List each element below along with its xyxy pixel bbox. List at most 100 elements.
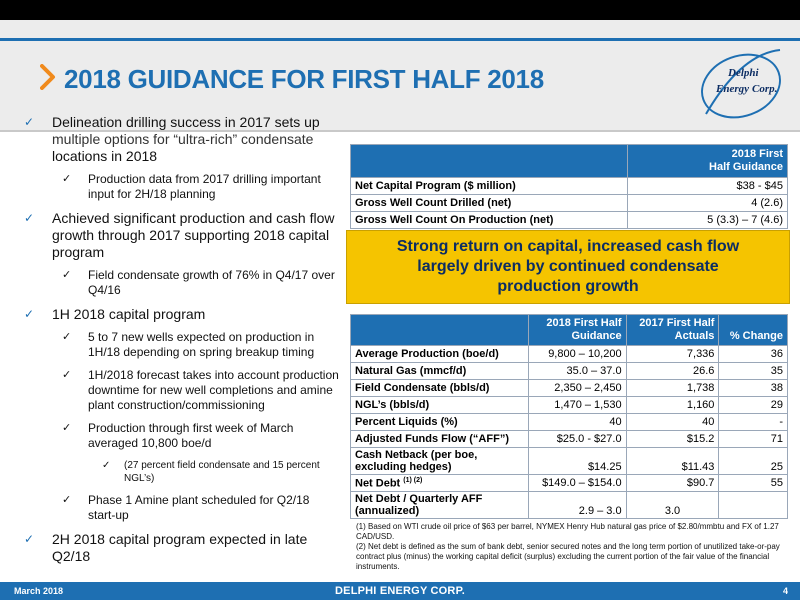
bullet-list: ✓ Delineation drilling success in 2017 s…: [24, 114, 340, 572]
table-cell: $149.0 – $154.0: [528, 474, 627, 492]
table-cell: 38: [718, 379, 788, 397]
table-row: Field Condensate (bbls/d) 2,350 – 2,450 …: [350, 379, 788, 397]
header-divider: [0, 130, 800, 132]
table-header-cell: % Change: [718, 314, 788, 346]
table-cell: $15.2: [625, 430, 720, 448]
comparison-table: 2018 First Half Guidance 2017 First Half A…: [350, 314, 788, 519]
table-header-cell: 2017 First Half Actuals: [625, 314, 720, 346]
table-cell: $14.25: [528, 447, 627, 475]
table-cell: 1,738: [625, 379, 720, 397]
check-icon: ✓: [62, 331, 72, 343]
table-row: Natural Gas (mmcf/d) 35.0 – 37.0 26.6 35: [350, 362, 788, 380]
table-header-cell: [350, 314, 529, 346]
table-cell: 1,470 – 1,530: [528, 396, 627, 414]
footnote-1: (1) Based on WTI crude oil price of $63 …: [356, 522, 779, 541]
table-cell: $90.7: [625, 474, 720, 492]
table-row: Adjusted Funds Flow (“AFF”) $25.0 - $27.…: [350, 430, 788, 448]
footer-date: March 2018: [14, 586, 64, 596]
table-cell: Cash Netback (per boe, excluding hedges): [350, 447, 529, 475]
check-icon: ✓: [24, 115, 35, 129]
table-cell: 2.9 – 3.0: [528, 491, 627, 519]
check-icon: ✓: [24, 307, 35, 321]
table-cell: $25.0 - $27.0: [528, 430, 627, 448]
table-row: Percent Liquids (%) 40 40 -: [350, 413, 788, 431]
table-cell: 25: [718, 447, 788, 475]
check-icon: ✓: [62, 369, 72, 381]
table-cell: 55: [718, 474, 788, 492]
check-icon: ✓: [102, 460, 111, 471]
table-cell: Percent Liquids (%): [350, 413, 529, 431]
table-cell: 5 (3.3) – 7 (4.6): [627, 211, 788, 229]
table-cell: 2,350 – 2,450: [528, 379, 627, 397]
table-row: Net Debt / Quarterly AFF (annualized) 2.9…: [350, 491, 788, 519]
table-cell: 36: [718, 345, 788, 363]
bullet-item: ✓ Delineation drilling success in 2017 s…: [24, 114, 320, 164]
table-cell: [718, 491, 788, 519]
svg-text:Corp.: Corp.: [752, 83, 777, 95]
table-cell: Gross Well Count Drilled (net): [350, 194, 628, 212]
page-number: 4: [782, 586, 788, 596]
table-cell: 35.0 – 37.0: [528, 362, 627, 380]
table-cell: Net Capital Program ($ million): [350, 177, 628, 195]
table-cell: 26.6: [625, 362, 720, 380]
table-cell: $11.43: [625, 447, 720, 475]
callout-box: Strong return on capital, increased cash…: [346, 230, 790, 304]
table-header-row: 2018 First Half Guidance 2017 First Half A…: [350, 314, 788, 346]
sub-sub-bullet-item: ✓ (27 percent field condensate and 15 pe…: [102, 460, 320, 484]
table-row: Gross Well Count On Production (net) 5 (…: [350, 211, 788, 229]
svg-text:Delphi: Delphi: [727, 67, 760, 79]
slide: 2018 GUIDANCE FOR FIRST HALF 2018 Delphi…: [0, 20, 800, 600]
table-cell: -: [718, 413, 788, 431]
table-cell: Gross Well Count On Production (net): [350, 211, 628, 229]
table-row: Gross Well Count Drilled (net) 4 (2.6): [350, 194, 788, 212]
table-cell: 9,800 – 10,200: [528, 345, 627, 363]
table-cell: Net Debt (1) (2): [350, 474, 529, 492]
sub-bullet-item: ✓ 5 to 7 new wells expected on productio…: [62, 330, 315, 359]
table-cell: 3.0: [625, 491, 720, 519]
table-cell: 71: [718, 430, 788, 448]
table-row: Average Production (boe/d) 9,800 – 10,20…: [350, 345, 788, 363]
table-cell: 29: [718, 396, 788, 414]
bullet-item: ✓ 2H 2018 capital program expected in la…: [24, 531, 308, 564]
sub-bullet-item: ✓ 1H/2018 forecast takes into account pr…: [62, 368, 339, 412]
guidance-table: 2018 First Half Guidance Net Capital Pro…: [350, 144, 788, 229]
table-cell: $38 - $45: [627, 177, 788, 195]
table-row: NGL’s (bbls/d) 1,470 – 1,530 1,160 29: [350, 396, 788, 414]
check-icon: ✓: [24, 532, 35, 546]
svg-text:Energy: Energy: [715, 83, 749, 95]
page-title: 2018 GUIDANCE FOR FIRST HALF 2018: [64, 64, 544, 94]
table-cell: Net Debt / Quarterly AFF (annualized): [350, 491, 529, 519]
table-header-cell: 2018 First Half Guidance: [528, 314, 627, 346]
table-cell: Average Production (boe/d): [350, 345, 529, 363]
footer-company: DELPHI ENERGY CORP.: [335, 585, 465, 597]
bullet-item: ✓ Achieved significant production and ca…: [24, 210, 335, 260]
table-row: Cash Netback (per boe, excluding hedges) …: [350, 447, 788, 475]
table-cell: 40: [528, 413, 627, 431]
check-icon: ✓: [24, 211, 35, 225]
company-logo: Delphi Energy Corp.: [701, 49, 781, 119]
check-icon: ✓: [62, 422, 72, 434]
table-cell: Natural Gas (mmcf/d): [350, 362, 529, 380]
sub-bullet-item: ✓ Phase 1 Amine plant scheduled for Q2/1…: [62, 493, 310, 522]
footnotes: (1) Based on WTI crude oil price of $63 …: [356, 522, 792, 572]
table-cell: NGL’s (bbls/d): [350, 396, 529, 414]
table-cell: Field Condensate (bbls/d): [350, 379, 529, 397]
table-row: Net Capital Program ($ million) $38 - $4…: [350, 177, 788, 195]
check-icon: ✓: [62, 494, 72, 506]
top-rule: [0, 38, 800, 41]
chevron-right-icon: [40, 64, 55, 90]
table-cell: 7,336: [625, 345, 720, 363]
table-cell: 1,160: [625, 396, 720, 414]
table-header-cell: 2018 First Half Guidance: [627, 144, 788, 178]
footer-bar: March 2018 DELPHI ENERGY CORP. 4: [0, 582, 800, 600]
sub-bullet-item: ✓ Production data from 2017 drilling imp…: [62, 172, 321, 201]
table-cell: 35: [718, 362, 788, 380]
footnote-2: (2) Net debt is defined as the sum of ba…: [356, 542, 780, 571]
table-cell: 40: [625, 413, 720, 431]
sub-bullet-item: ✓ Production through first week of March…: [62, 421, 294, 450]
table-row: Net Debt (1) (2) $149.0 – $154.0 $90.7 5…: [350, 474, 788, 492]
table-header-cell: [350, 144, 628, 178]
check-icon: ✓: [62, 173, 72, 185]
table-cell: Adjusted Funds Flow (“AFF”): [350, 430, 529, 448]
table-cell: 4 (2.6): [627, 194, 788, 212]
